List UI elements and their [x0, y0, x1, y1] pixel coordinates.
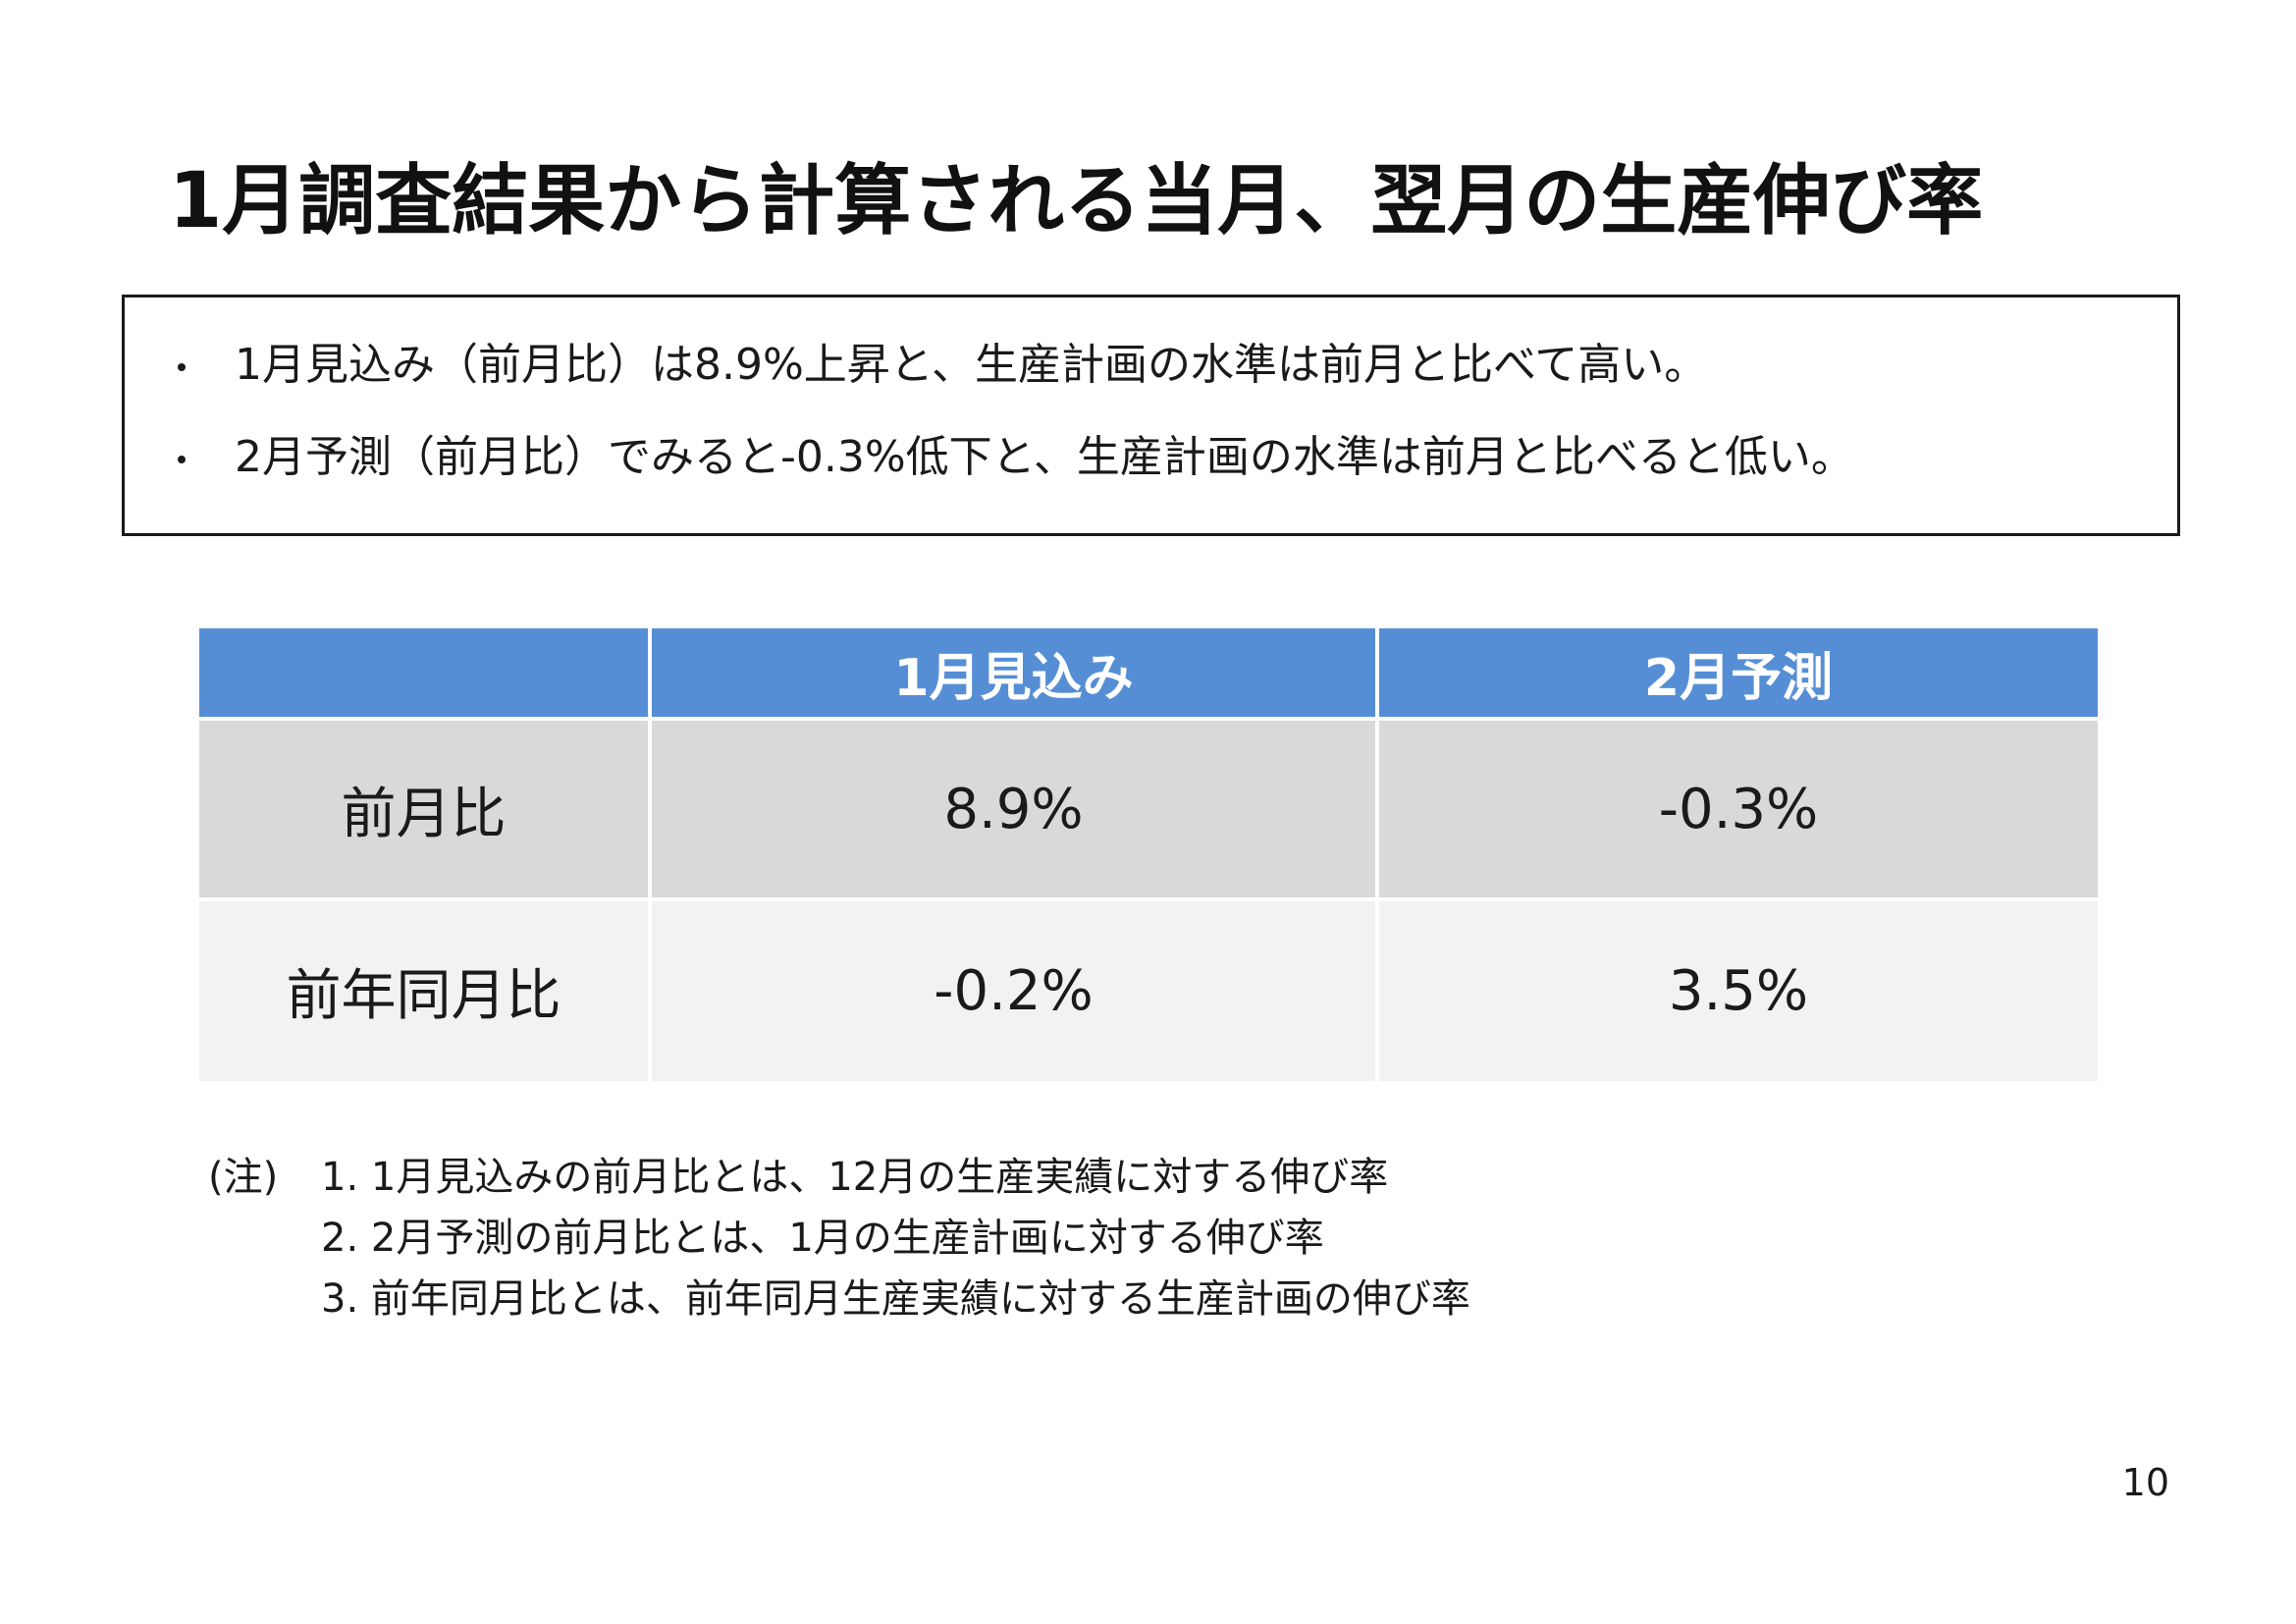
growth-rate-table: 1月見込み 2月予測 前月比 8.9% -0.3% 前年同月比 -0.2% 3.… — [199, 628, 2098, 1081]
table-header-feb-projection: 2月予測 — [1379, 628, 2098, 717]
footnote-item: 2. 2月予測の前月比とは、1月の生産計画に対する伸び率 — [208, 1208, 1470, 1269]
summary-bullet: 2月予測（前月比）でみると-0.3%低下と、生産計画の水準は前月と比べると低い。 — [174, 423, 1854, 492]
cell-yoy-feb: 3.5% — [1379, 901, 2098, 1081]
page-title: 1月調査結果から計算される当月、翌月の生産伸び率 — [169, 157, 1984, 245]
row-label-month-on-month: 前月比 — [199, 721, 648, 897]
footnote-prefix: (注) — [208, 1155, 279, 1200]
bullet-dot-icon — [174, 331, 235, 400]
footnote-text: 2. 2月予測の前月比とは、1月の生産計画に対する伸び率 — [321, 1216, 1324, 1261]
summary-bullet: 1月見込み（前月比）は8.9%上昇と、生産計画の水準は前月と比べて高い。 — [174, 331, 1707, 400]
footnotes: (注) 1. 1月見込みの前月比とは、12月の生産実績に対する伸び率 2. 2月予… — [208, 1147, 1470, 1329]
footnote-text: 3. 前年同月比とは、前年同月生産実績に対する生産計画の伸び率 — [321, 1276, 1470, 1322]
summary-bullet-text: 2月予測（前月比）でみると-0.3%低下と、生産計画の水準は前月と比べると低い。 — [235, 432, 1854, 482]
cell-mom-jan: 8.9% — [652, 721, 1375, 897]
bullet-dot-icon — [174, 423, 235, 492]
row-label-year-on-year: 前年同月比 — [199, 901, 648, 1081]
page-number: 10 — [2121, 1461, 2169, 1504]
footnote-item: 3. 前年同月比とは、前年同月生産実績に対する生産計画の伸び率 — [208, 1269, 1470, 1329]
cell-yoy-jan: -0.2% — [652, 901, 1375, 1081]
table-header-corner — [199, 628, 648, 717]
footnote-text: 1. 1月見込みの前月比とは、12月の生産実績に対する伸び率 — [321, 1155, 1389, 1200]
table-header-jan-forecast: 1月見込み — [652, 628, 1375, 717]
summary-bullet-text: 1月見込み（前月比）は8.9%上昇と、生産計画の水準は前月と比べて高い。 — [235, 340, 1708, 390]
cell-mom-feb: -0.3% — [1379, 721, 2098, 897]
summary-box: 1月見込み（前月比）は8.9%上昇と、生産計画の水準は前月と比べて高い。 2月予… — [122, 295, 2180, 536]
footnote-item: (注) 1. 1月見込みの前月比とは、12月の生産実績に対する伸び率 — [208, 1147, 1470, 1208]
